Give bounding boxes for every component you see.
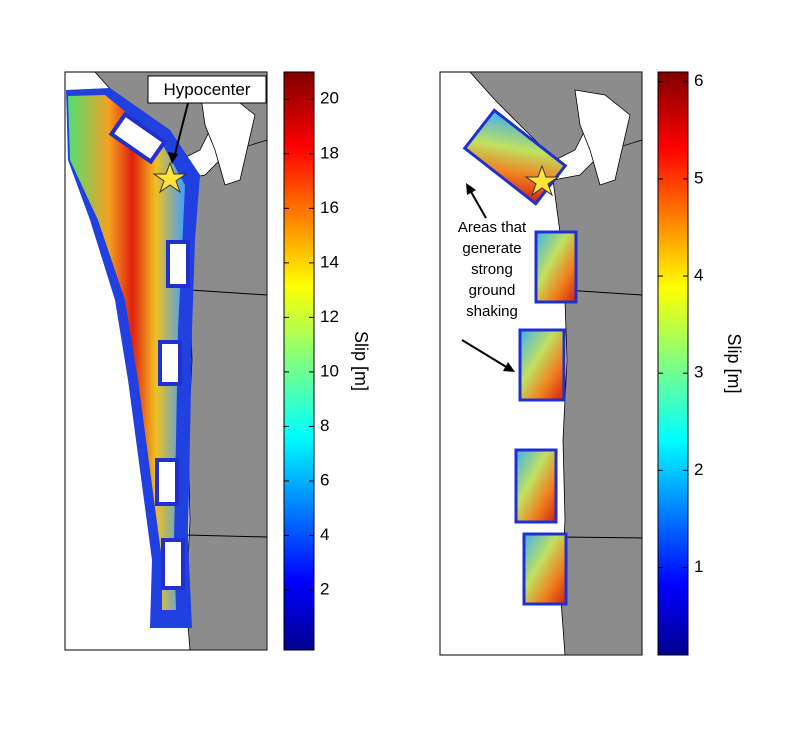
hypocenter-star bbox=[524, 164, 560, 197]
colorbar-tick-label: 12 bbox=[320, 307, 339, 326]
colorbar-label: Slip [m] bbox=[351, 331, 371, 391]
arrow bbox=[173, 102, 189, 159]
border bbox=[185, 289, 268, 538]
colorbar bbox=[283, 71, 315, 651]
colorbar-tick-label: 18 bbox=[320, 143, 339, 162]
annotation-line: shaking bbox=[466, 303, 518, 320]
right-map: Areas that generate strong ground shaking bbox=[439, 71, 643, 656]
colorbar-tick-label: 6 bbox=[694, 71, 703, 90]
border bbox=[560, 289, 643, 539]
left-map: Hypocenter bbox=[64, 71, 268, 651]
annotation: Hypocenter bbox=[164, 80, 251, 99]
colorbar-label: Slip [m] bbox=[724, 333, 744, 393]
colorbar-tick-label: 2 bbox=[694, 460, 703, 479]
colorbar-tick-label: 3 bbox=[694, 363, 703, 382]
arrow-head bbox=[503, 362, 515, 372]
colorbar-tick-label: 8 bbox=[320, 416, 329, 435]
arrow bbox=[469, 189, 487, 219]
hypocenter-star bbox=[152, 161, 188, 194]
annotation-line: Areas that bbox=[458, 219, 527, 236]
colorbar-tick-label: 5 bbox=[694, 168, 703, 187]
colorbar-tick-label: 20 bbox=[320, 89, 339, 108]
annotation-line: strong bbox=[471, 261, 513, 278]
colorbar-tick-label: 2 bbox=[320, 580, 329, 599]
colorbar-tick-label: 14 bbox=[320, 252, 339, 271]
inland-sea bbox=[574, 89, 631, 186]
colorbar-tick-label: 16 bbox=[320, 198, 339, 217]
arrow bbox=[461, 339, 509, 369]
colorbar-tick-label: 6 bbox=[320, 470, 329, 489]
annotation-line: generate bbox=[462, 240, 521, 257]
colorbar-tick-label: 10 bbox=[320, 361, 339, 380]
colorbar bbox=[657, 71, 689, 656]
colorbar-tick-label: 4 bbox=[320, 525, 329, 544]
annotation-line: ground bbox=[469, 282, 516, 299]
patches bbox=[108, 111, 190, 590]
annotation: Areas that generate strong ground shaking bbox=[458, 219, 527, 320]
arrow-head bbox=[466, 183, 476, 195]
arrow-head bbox=[168, 152, 178, 164]
annotation-box bbox=[147, 75, 267, 104]
colorbar-tick-label: 1 bbox=[694, 557, 703, 576]
colorbar-tick-label: 4 bbox=[694, 266, 703, 285]
